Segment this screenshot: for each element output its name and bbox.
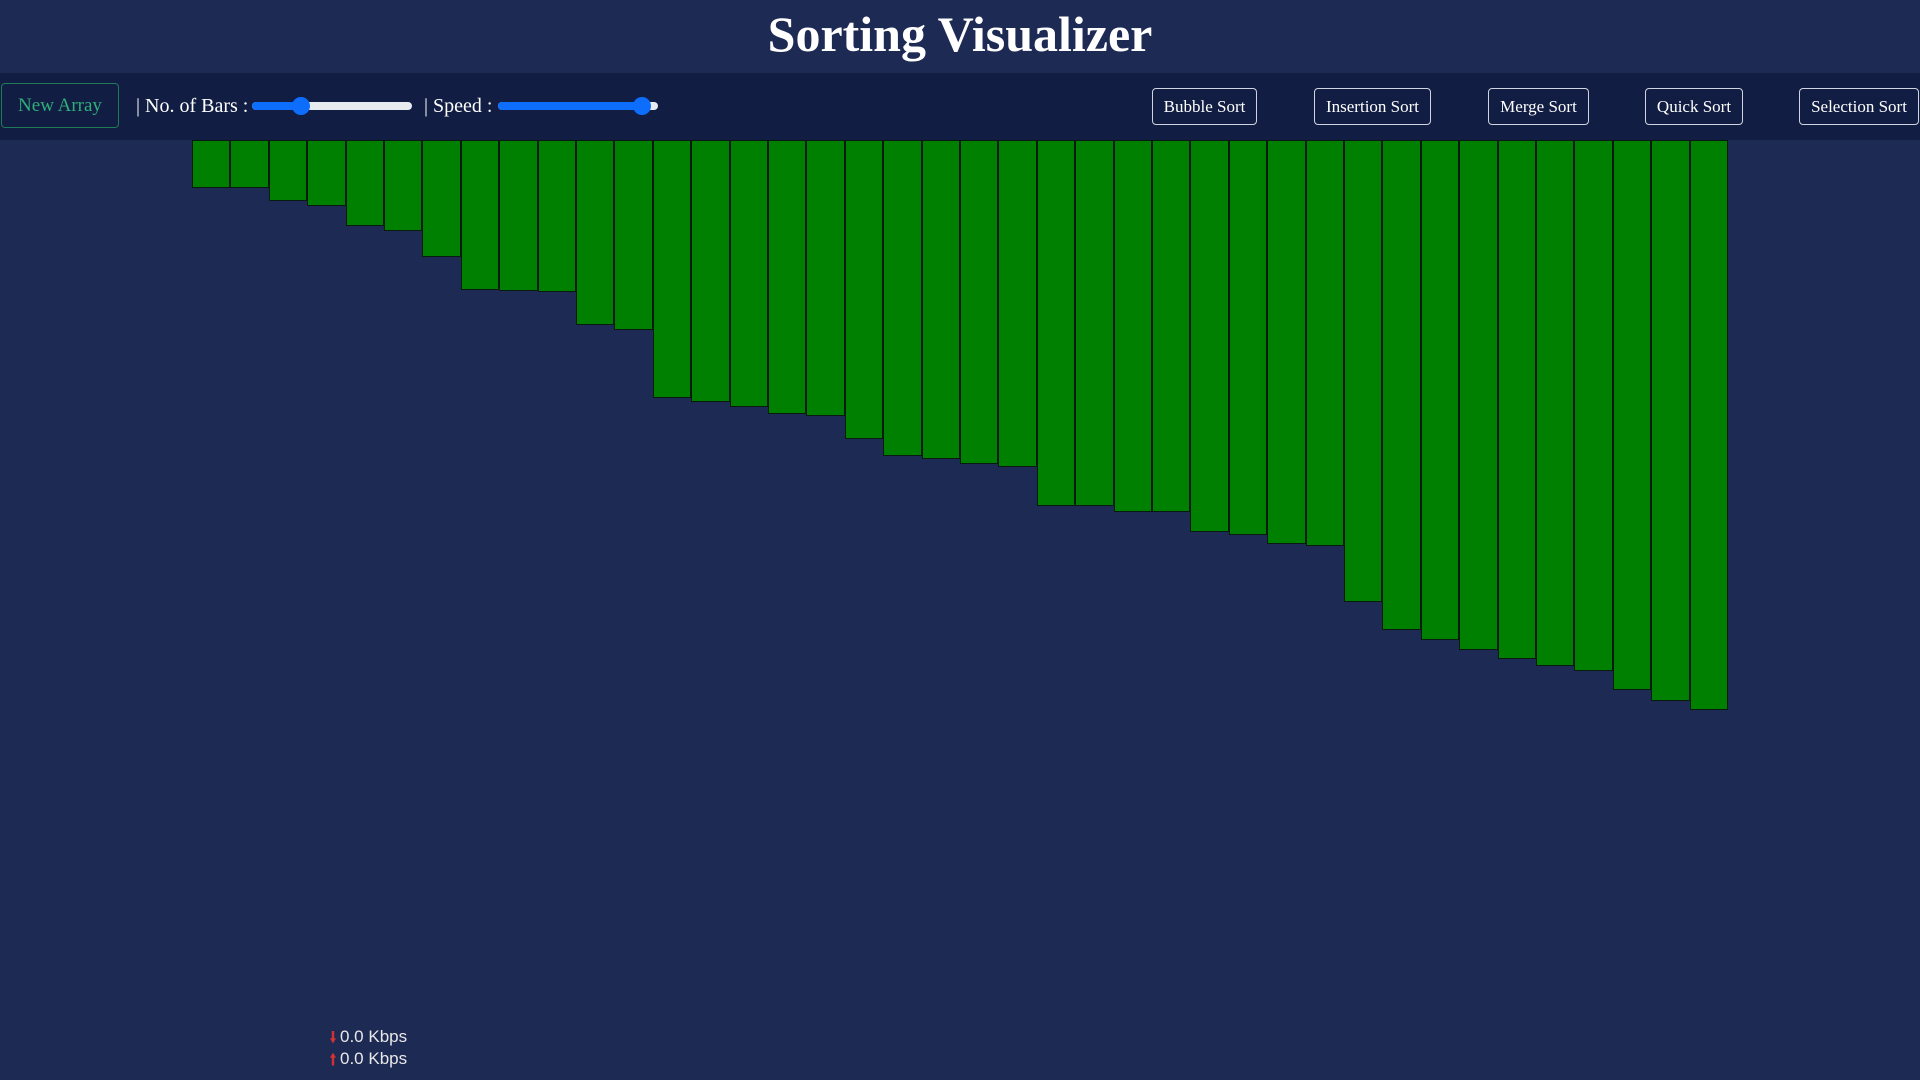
bar xyxy=(1152,140,1191,512)
upload-arrow-icon xyxy=(330,1052,336,1066)
upload-speed-row: 0.0 Kbps xyxy=(330,1048,407,1070)
bar xyxy=(1420,140,1460,640)
bars-container xyxy=(192,140,1728,740)
selection-sort-button[interactable]: Selection Sort xyxy=(1799,88,1919,125)
bars-count-slider[interactable] xyxy=(252,93,412,119)
bar xyxy=(192,140,231,188)
bar xyxy=(1651,140,1690,701)
bar xyxy=(460,140,500,290)
bar xyxy=(1113,140,1152,512)
bar xyxy=(1612,140,1652,690)
toolbar: New Array | No. of Bars : | Speed : Bubb… xyxy=(0,73,1920,140)
bar xyxy=(1190,140,1229,532)
quick-sort-button[interactable]: Quick Sort xyxy=(1645,88,1743,125)
slider-thumb[interactable] xyxy=(632,97,651,115)
bar xyxy=(614,140,653,330)
download-speed: 0.0 Kbps xyxy=(340,1027,408,1046)
bars-count-label: | No. of Bars : xyxy=(136,95,249,117)
bar xyxy=(1459,140,1498,650)
speed-label: | Speed : xyxy=(424,95,493,117)
bar xyxy=(998,140,1037,467)
bar xyxy=(806,140,845,416)
bar xyxy=(1536,140,1575,666)
bar xyxy=(384,140,423,231)
bar xyxy=(499,140,538,291)
bar xyxy=(1228,140,1268,535)
bar xyxy=(1036,140,1076,506)
merge-sort-button[interactable]: Merge Sort xyxy=(1488,88,1589,125)
bar xyxy=(652,140,692,398)
bar xyxy=(844,140,884,439)
bar xyxy=(1075,140,1114,506)
insertion-sort-button[interactable]: Insertion Sort xyxy=(1314,88,1431,125)
bar xyxy=(1689,140,1728,710)
bar xyxy=(883,140,922,456)
new-array-button[interactable]: New Array xyxy=(1,83,119,128)
bar xyxy=(345,140,384,226)
bar xyxy=(1267,140,1306,544)
network-speed-widget: 0.0 Kbps 0.0 Kbps xyxy=(330,1026,407,1070)
bar xyxy=(1344,140,1383,602)
bubble-sort-button[interactable]: Bubble Sort xyxy=(1152,88,1257,125)
bar xyxy=(768,140,807,414)
speed-slider[interactable] xyxy=(498,93,658,119)
bar xyxy=(230,140,269,188)
download-arrow-icon xyxy=(330,1030,336,1044)
bar xyxy=(576,140,615,325)
page-title: Sorting Visualizer xyxy=(767,6,1153,62)
bar xyxy=(268,140,308,201)
slider-thumb[interactable] xyxy=(291,97,310,115)
bar xyxy=(960,140,999,464)
bar xyxy=(422,140,461,257)
bar xyxy=(1382,140,1421,630)
bar xyxy=(691,140,730,402)
bar xyxy=(1497,140,1536,659)
bar xyxy=(307,140,346,206)
upload-speed: 0.0 Kbps xyxy=(340,1049,408,1068)
slider-fill xyxy=(498,102,642,110)
bar xyxy=(1305,140,1344,546)
bar xyxy=(729,140,768,407)
slider-track xyxy=(252,102,412,110)
bar xyxy=(1574,140,1613,671)
bar xyxy=(537,140,576,292)
download-speed-row: 0.0 Kbps xyxy=(330,1026,407,1048)
slider-fill xyxy=(252,102,301,110)
bar xyxy=(921,140,960,459)
